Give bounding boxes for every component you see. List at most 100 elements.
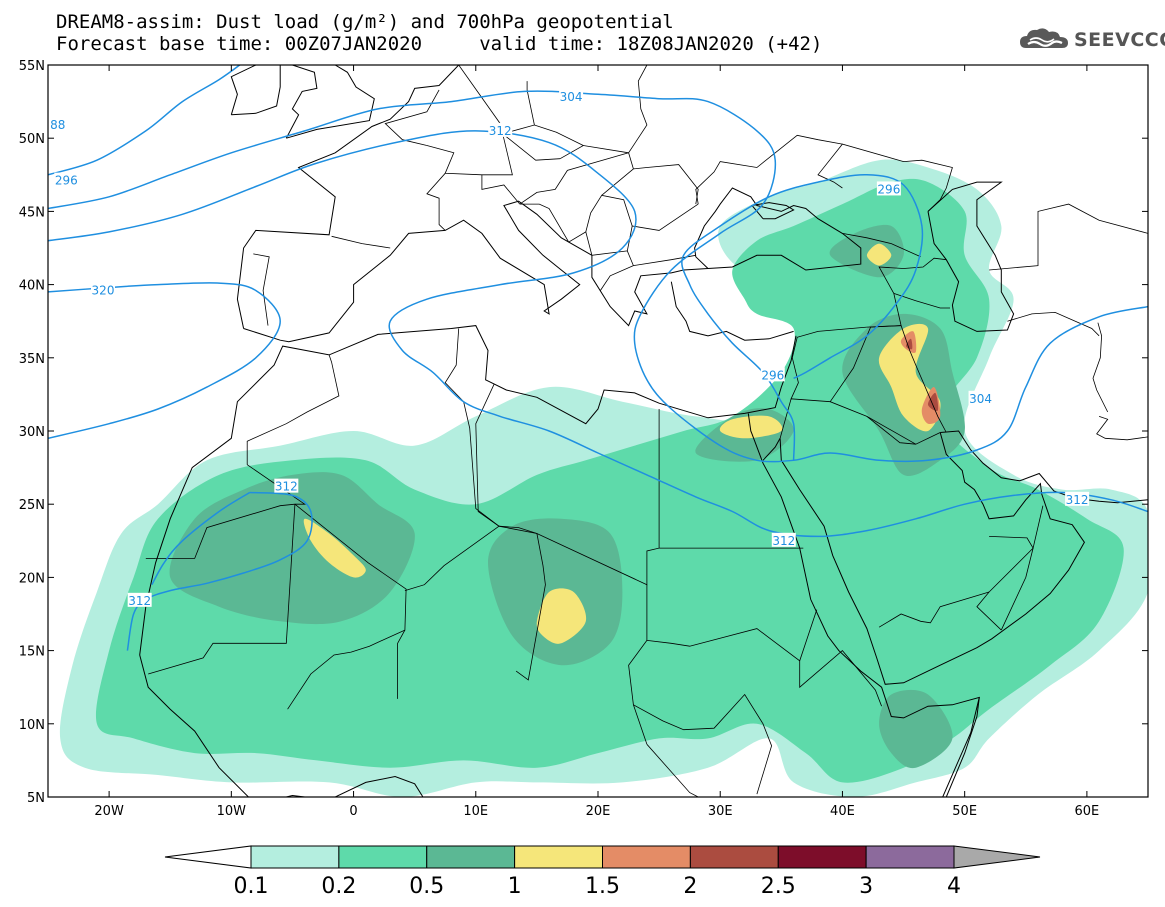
contour-label-bg: [127, 592, 152, 607]
contour-label: 312: [1066, 493, 1089, 507]
dust-area: [866, 243, 892, 266]
country-border: [628, 584, 648, 745]
lat-tick-label: 40N: [19, 279, 45, 294]
country-border: [397, 629, 406, 699]
colorbar-swatch: [426, 845, 516, 869]
dust-load-field: [59, 159, 1148, 797]
country-border: [628, 65, 648, 170]
dust-area: [536, 588, 587, 644]
country-border: [695, 134, 843, 205]
colorbar-label: 4: [947, 874, 961, 899]
country-border: [779, 398, 941, 445]
colorbar-under-triangle: [164, 845, 252, 869]
contour-label: 320: [92, 283, 115, 297]
lat-tick-label: 45N: [19, 205, 45, 220]
lat-tick-label: 5N: [27, 791, 45, 806]
country-border: [866, 416, 916, 445]
contour-label: 88: [50, 118, 65, 132]
contour-label-bg: [488, 122, 513, 137]
lon-tick-label: 60E: [1075, 804, 1100, 819]
colorbar-label: 2.5: [761, 874, 796, 899]
contour-label: 304: [560, 90, 583, 104]
country-border: [384, 89, 440, 146]
colorbar-over-triangle: [953, 845, 1041, 869]
colorbar-swatch: [689, 845, 779, 869]
contour-label-bg: [91, 282, 115, 297]
lon-tick-label: 50E: [952, 804, 977, 819]
contour-label: 312: [489, 124, 512, 138]
lat-tick-label: 35N: [19, 352, 45, 367]
geopotential-contour: [48, 130, 1148, 538]
colorbar-label: 0.2: [321, 874, 356, 899]
dust-area: [905, 338, 913, 350]
contour-label-bg: [760, 367, 785, 382]
country-border: [526, 81, 535, 126]
country-border: [287, 503, 407, 710]
country-border: [426, 173, 446, 231]
dust-area: [879, 689, 953, 769]
contour-label-bg: [274, 478, 299, 493]
country-border: [601, 164, 699, 205]
country-border: [790, 326, 867, 399]
colorbar-swatch: [514, 845, 603, 869]
country-border: [976, 547, 1034, 631]
country-border: [519, 145, 629, 205]
lon-tick-label: 30E: [708, 804, 733, 819]
colorbar-label: 0.5: [409, 874, 444, 899]
country-border: [498, 525, 538, 534]
lat-tick-label: 20N: [19, 571, 45, 586]
country-border: [989, 203, 1148, 271]
colorbar-label: 1.5: [585, 874, 620, 899]
contour-label: 304: [969, 392, 992, 406]
lat-tick-label: 55N: [19, 59, 45, 74]
colorbar-label: 2: [683, 874, 697, 899]
contour-labels: 304 312 296 296 320 296 304 312 312 312 312 88: [45, 89, 1090, 608]
colorbar-label: 0.1: [234, 874, 269, 899]
contour-label: 296: [877, 182, 900, 196]
country-border: [893, 293, 950, 309]
lat-tick-label: 50N: [19, 132, 45, 147]
geopotential-contour: [48, 282, 281, 440]
seevccc-logo: SEEVCCC: [1018, 26, 1165, 54]
country-border: [481, 174, 521, 205]
contour-label-bg: [559, 89, 584, 104]
logo-text: SEEVCCC: [1074, 29, 1165, 51]
lon-tick-label: 0: [349, 804, 357, 819]
geopotential-contour: [151, 491, 251, 586]
country-border: [426, 65, 513, 176]
contour-label-bg: [968, 390, 993, 405]
lon-tick-label: 10E: [463, 804, 488, 819]
contour-label: 312: [128, 594, 151, 608]
coastline: [139, 654, 250, 797]
country-border: [1007, 311, 1100, 337]
coastline: [940, 430, 1148, 504]
country-border: [799, 650, 882, 707]
contour-label: 312: [275, 480, 298, 494]
contour-label-bg: [771, 532, 796, 547]
country-border: [1000, 548, 1034, 631]
country-border: [1092, 322, 1109, 413]
color-bar: 0.1 0.2 0.5 1 1.5 2 2.5 3 4: [164, 845, 1041, 899]
dust-area: [719, 415, 783, 439]
colorbar-swatch: [602, 845, 691, 869]
coastline: [286, 65, 375, 139]
country-border: [633, 693, 773, 795]
lat-tick-label: 15N: [19, 645, 45, 660]
coastline: [942, 697, 980, 797]
geopotential-contour: [48, 65, 241, 176]
country-border: [646, 744, 700, 797]
country-border: [501, 124, 584, 161]
country-border: [600, 265, 634, 291]
country-border: [646, 609, 818, 662]
colorbar-label: 1: [508, 874, 522, 899]
forecast-time-line: Forecast base time: 00Z07JAN2020 valid t…: [56, 33, 823, 55]
lon-tick-label: 20W: [94, 804, 124, 819]
lat-tick-label: 25N: [19, 498, 45, 513]
contour-label-bg: [1065, 491, 1090, 506]
country-border: [842, 233, 921, 258]
country-border: [817, 143, 953, 212]
country-border: [878, 591, 990, 628]
coastline: [762, 438, 781, 461]
country-border: [585, 194, 633, 232]
